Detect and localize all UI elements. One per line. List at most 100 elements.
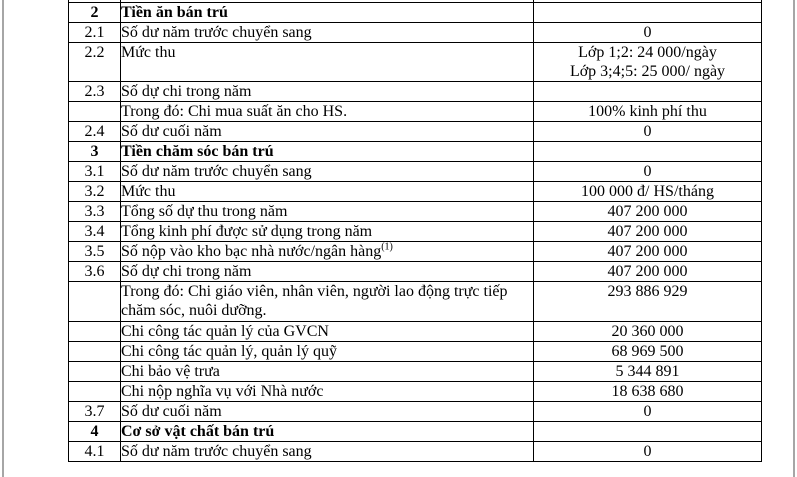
description-cell: Tổng kinh phí được sử dụng trong năm — [120, 221, 534, 242]
description-text: Trong đó: Chi giáo viên, nhân viên, ngườ… — [121, 283, 508, 319]
description-text: Số dư năm trước chuyển sang — [121, 163, 312, 180]
value-text: 0 — [643, 24, 652, 41]
value-cell: 68 969 500 — [533, 341, 762, 362]
value-cell — [533, 2, 762, 23]
row-number-cell — [68, 281, 121, 322]
value-cell: 407 200 000 — [533, 261, 762, 282]
description-cell: Chi công tác quản lý, quản lý quỹ — [120, 341, 534, 362]
row-number-cell: 4.1 — [68, 441, 121, 462]
value-cell: 0 — [533, 121, 762, 142]
value-cell: 293 886 929 — [533, 281, 762, 322]
value-text: 293 886 929 — [607, 283, 688, 300]
row-number-cell: 2.3 — [68, 81, 121, 102]
value-cell: 100 000 đ/ HS/tháng — [533, 181, 762, 202]
table-row: 2.4 Số dư cuối năm 0 — [68, 121, 762, 142]
description-cell: Trong đó: Chi mua suất ăn cho HS. — [120, 101, 534, 122]
value-text: 20 360 000 — [611, 323, 684, 340]
row-number: 4.1 — [84, 443, 105, 460]
description-cell: Trong đó: Chi giáo viên, nhân viên, ngườ… — [120, 281, 534, 322]
description-text: Số dự chi trong năm — [121, 263, 252, 280]
row-number-cell: 3.7 — [68, 401, 121, 422]
description-cell: Mức thu — [120, 42, 534, 82]
row-number: 2 — [90, 4, 99, 21]
table-row: 4 Cơ sở vật chất bán trú — [68, 421, 762, 442]
description-text: Trong đó: Chi mua suất ăn cho HS. — [121, 103, 348, 120]
value-text: 407 200 000 — [607, 243, 688, 260]
table-row: 3.3 Tổng số dự thu trong năm 407 200 000 — [68, 201, 762, 222]
value-cell: 0 — [533, 22, 762, 43]
description-text: Số dự chi trong năm — [121, 83, 252, 100]
row-number-cell: 3.6 — [68, 261, 121, 282]
table-row: 3 Tiền chăm sóc bán trú — [68, 141, 762, 162]
row-number-cell: 3.4 — [68, 221, 121, 242]
row-number: 3.1 — [84, 163, 105, 180]
row-number-cell: 3 — [68, 141, 121, 162]
description-cell: Số dư năm trước chuyển sang — [120, 161, 534, 182]
value-cell: 407 200 000 — [533, 201, 762, 222]
table-row: 2 Tiền ăn bán trú — [68, 2, 762, 23]
description-text: Chi nộp nghĩa vụ với Nhà nước — [121, 383, 324, 400]
row-number-cell: 2.2 — [68, 42, 121, 82]
description-cell: Tiền chăm sóc bán trú — [120, 141, 534, 162]
table-row: 4.1 Số dư năm trước chuyển sang 0 — [68, 441, 762, 462]
table-row: 3.6 Số dự chi trong năm 407 200 000 — [68, 261, 762, 282]
description-text: Chi công tác quản lý của GVCN — [121, 323, 329, 340]
finance-table: 2 Tiền ăn bán trú 2.1 Số dư năm trước chuyể… — [68, 0, 762, 462]
value-cell: 18 638 680 — [533, 381, 762, 402]
row-number-cell: 4 — [68, 421, 121, 442]
value-cell — [533, 421, 762, 442]
description-cell: Chi công tác quản lý của GVCN — [120, 321, 534, 342]
row-number: 2.2 — [84, 44, 105, 61]
table-row: Chi nộp nghĩa vụ với Nhà nước 18 638 680 — [68, 381, 762, 402]
row-number: 3.4 — [84, 223, 105, 240]
row-number-cell — [68, 321, 121, 342]
value-text: 0 — [643, 443, 652, 460]
value-text: 68 969 500 — [611, 343, 684, 360]
description-cell: Số nộp vào kho bạc nhà nước/ngân hàng(1) — [120, 241, 534, 262]
value-cell: 5 344 891 — [533, 361, 762, 382]
value-cell: 20 360 000 — [533, 321, 762, 342]
row-number: 2.3 — [84, 83, 105, 100]
description-text: Cơ sở vật chất bán trú — [121, 423, 275, 440]
table-row: Trong đó: Chi mua suất ăn cho HS. 100% ki… — [68, 101, 762, 122]
description-text: Số dư năm trước chuyển sang — [121, 24, 312, 41]
table-row: 2.3 Số dự chi trong năm — [68, 81, 762, 102]
description-cell: Số dư năm trước chuyển sang — [120, 441, 534, 462]
value-text: 407 200 000 — [607, 203, 688, 220]
row-number-cell: 3.3 — [68, 201, 121, 222]
row-number-cell — [68, 381, 121, 402]
value-text: 100 000 đ/ HS/tháng — [581, 183, 714, 200]
value-line: Lớp 1;2: 24 000/ngày — [578, 44, 717, 61]
row-number-cell: 3.1 — [68, 161, 121, 182]
value-cell: 0 — [533, 401, 762, 422]
row-number: 3.2 — [84, 183, 105, 200]
value-cell: 0 — [533, 161, 762, 182]
row-number: 2.1 — [84, 24, 105, 41]
page-edge-line-right — [793, 0, 795, 477]
value-cell: 407 200 000 — [533, 241, 762, 262]
row-number-cell: 3.5 — [68, 241, 121, 262]
value-cell — [533, 81, 762, 102]
value-text: 100% kinh phí thu — [588, 103, 707, 120]
description-text: Chi bảo vệ trưa — [121, 363, 220, 380]
description-text: Số dư cuối năm — [121, 403, 222, 420]
table-row: 2.2 Mức thu Lớp 1;2: 24 000/ngày Lớp 3;4;5:… — [68, 42, 762, 82]
table-row: Trong đó: Chi giáo viên, nhân viên, ngườ… — [68, 281, 762, 322]
value-text: 5 344 891 — [615, 363, 680, 380]
description-cell: Chi bảo vệ trưa — [120, 361, 534, 382]
value-text: 407 200 000 — [607, 263, 688, 280]
row-number: 3.6 — [84, 263, 105, 280]
description-cell: Số dư năm trước chuyển sang — [120, 22, 534, 43]
page-edge-line-left — [2, 0, 4, 477]
value-text: 0 — [643, 123, 652, 140]
row-number-cell: 2.4 — [68, 121, 121, 142]
description-cell: Số dư cuối năm — [120, 401, 534, 422]
table-row: Chi công tác quản lý của GVCN 20 360 000 — [68, 321, 762, 342]
row-number: 3 — [90, 143, 99, 160]
value-text: 0 — [643, 403, 652, 420]
footnote-marker: (1) — [381, 241, 393, 253]
description-cell: Mức thu — [120, 181, 534, 202]
table-row: Chi bảo vệ trưa 5 344 891 — [68, 361, 762, 382]
row-number-cell: 3.2 — [68, 181, 121, 202]
table-row: 3.4 Tổng kinh phí được sử dụng trong năm 4… — [68, 221, 762, 242]
